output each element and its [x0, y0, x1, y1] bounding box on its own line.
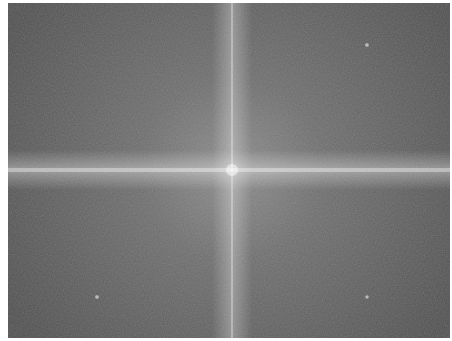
spectrum-image: [0, 0, 452, 341]
peak-point: [365, 43, 369, 47]
peak-point: [365, 295, 368, 298]
page: [0, 0, 452, 341]
peak-point: [95, 295, 99, 299]
center-peak: [226, 164, 238, 176]
